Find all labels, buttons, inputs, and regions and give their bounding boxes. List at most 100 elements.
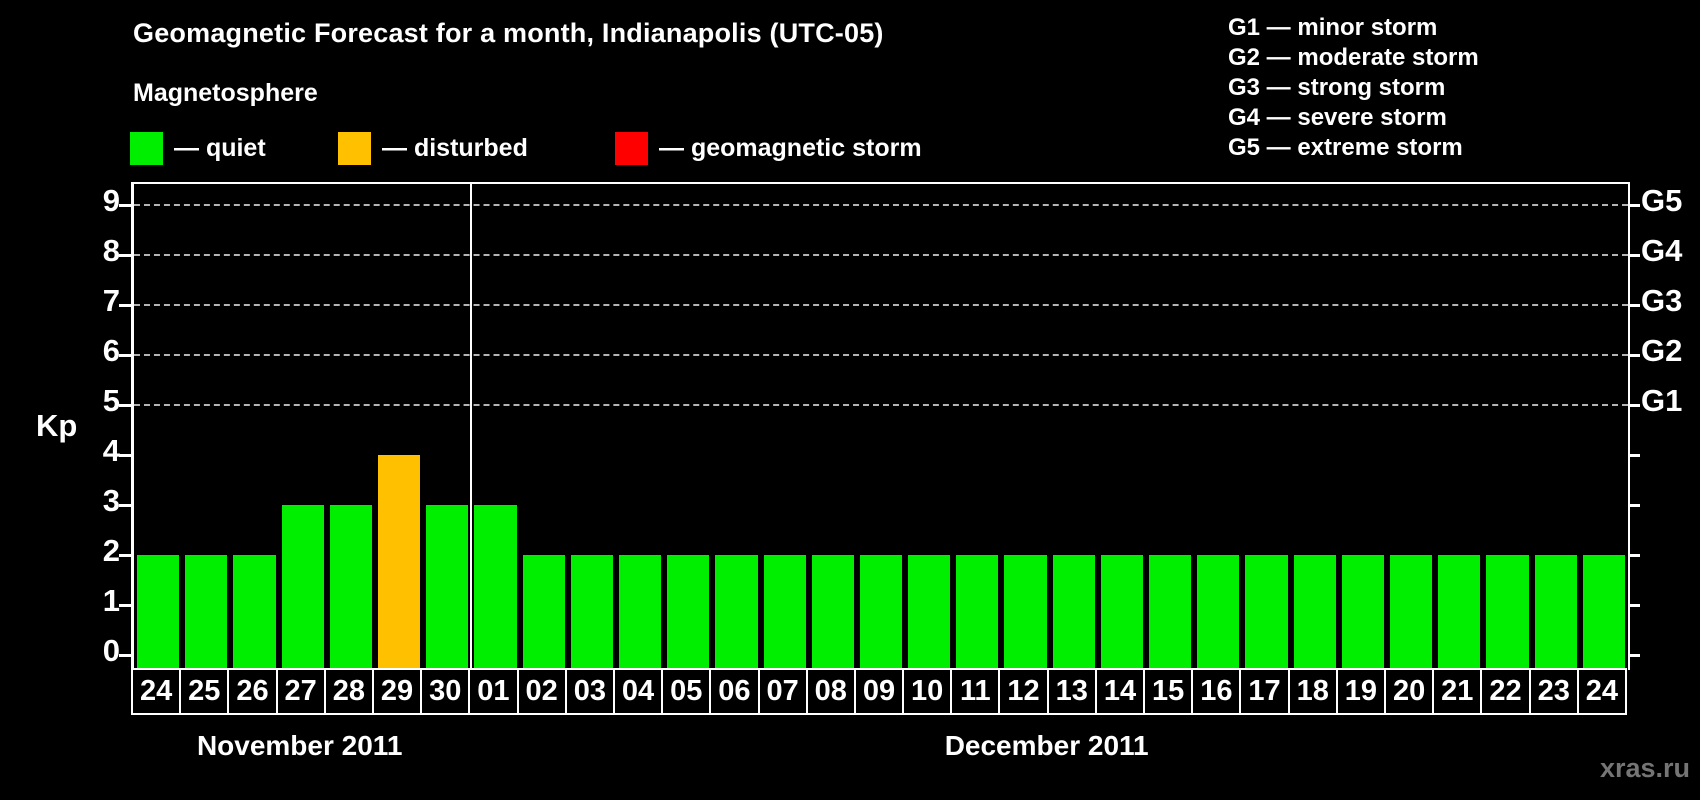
y-tick-label-1: 1 bbox=[102, 583, 120, 618]
g-level-label-g3: G3 bbox=[1641, 283, 1683, 318]
gridline-kp-6 bbox=[134, 354, 1628, 356]
kp-bar-day-12 bbox=[1004, 555, 1047, 670]
y-tick-left-6 bbox=[119, 354, 131, 357]
day-label: 06 bbox=[709, 668, 758, 715]
month-label-december-2011: December 2011 bbox=[944, 730, 1149, 761]
g-level-label-g5: G5 bbox=[1641, 183, 1683, 218]
day-label: 24 bbox=[1576, 668, 1627, 715]
y-tick-label-3: 3 bbox=[102, 483, 120, 518]
legend-swatch-quiet bbox=[130, 132, 163, 165]
day-label: 15 bbox=[1143, 668, 1192, 715]
magnetosphere-subtitle: Magnetosphere bbox=[133, 79, 318, 107]
day-label: 02 bbox=[516, 668, 565, 715]
kp-bar-day-17 bbox=[1245, 555, 1288, 670]
day-label: 30 bbox=[420, 668, 469, 715]
kp-bar-day-25 bbox=[185, 555, 228, 670]
kp-bar-day-09 bbox=[859, 555, 903, 670]
g-legend-line-3: G3 — strong storm bbox=[1228, 74, 1446, 101]
day-label: 05 bbox=[661, 668, 710, 715]
kp-bar-day-05 bbox=[667, 555, 710, 670]
y-tick-right-4 bbox=[1628, 454, 1640, 457]
g-level-label-g4: G4 bbox=[1641, 233, 1683, 268]
kp-bar-day-20 bbox=[1390, 555, 1433, 670]
legend-label-quiet: — quiet bbox=[174, 134, 266, 162]
y-tick-label-6: 6 bbox=[102, 333, 120, 368]
kp-bar-day-30 bbox=[426, 505, 469, 670]
y-tick-label-5: 5 bbox=[102, 383, 120, 418]
kp-bar-day-22 bbox=[1486, 555, 1529, 670]
legend-swatch-storm bbox=[615, 132, 648, 165]
day-label: 29 bbox=[371, 668, 421, 715]
chart-title: Geomagnetic Forecast for a month, Indian… bbox=[133, 18, 884, 48]
day-label: 04 bbox=[612, 668, 662, 715]
day-label: 07 bbox=[757, 668, 806, 715]
y-tick-right-3 bbox=[1628, 504, 1640, 507]
g-legend-line-1: G1 — minor storm bbox=[1228, 14, 1438, 41]
y-tick-right-0 bbox=[1628, 654, 1640, 657]
day-label: 26 bbox=[227, 668, 276, 715]
day-label: 17 bbox=[1239, 668, 1288, 715]
kp-bar-day-14 bbox=[1100, 555, 1144, 670]
day-label: 18 bbox=[1287, 668, 1336, 715]
kp-bar-day-02 bbox=[522, 555, 565, 670]
kp-bar-day-24 bbox=[1582, 555, 1625, 670]
day-label: 20 bbox=[1384, 668, 1433, 715]
kp-bar-day-26 bbox=[233, 555, 276, 670]
gridline-kp-8 bbox=[134, 254, 1628, 256]
y-tick-label-7: 7 bbox=[102, 283, 120, 318]
day-label: 19 bbox=[1335, 668, 1385, 715]
month-label-november-2011: November 2011 bbox=[196, 730, 403, 761]
legend-swatch-disturbed bbox=[338, 132, 371, 165]
y-tick-right-9 bbox=[1628, 204, 1640, 207]
y-tick-right-7 bbox=[1628, 304, 1640, 307]
magnetosphere-legend: — quiet — disturbed — geomagnetic storm bbox=[130, 131, 1080, 167]
watermark: xras.ru bbox=[1599, 753, 1690, 783]
y-tick-right-8 bbox=[1628, 254, 1640, 257]
y-axis-label: Kp bbox=[36, 408, 78, 443]
day-label: 13 bbox=[1046, 668, 1095, 715]
y-tick-label-2: 2 bbox=[102, 533, 120, 568]
day-label: 16 bbox=[1191, 668, 1240, 715]
plot-area bbox=[119, 182, 1640, 670]
day-label: 09 bbox=[853, 668, 903, 715]
day-label: 28 bbox=[323, 668, 372, 715]
g-legend-line-5: G5 — extreme storm bbox=[1228, 134, 1463, 161]
kp-bar-day-13 bbox=[1052, 555, 1095, 670]
kp-bar-day-16 bbox=[1197, 555, 1240, 670]
day-label: 03 bbox=[564, 668, 613, 715]
day-label: 27 bbox=[275, 668, 324, 715]
kp-bar-day-06 bbox=[715, 555, 758, 670]
day-label: 12 bbox=[998, 668, 1047, 715]
legend-label-disturbed: — disturbed bbox=[382, 134, 528, 162]
kp-bar-day-19 bbox=[1341, 555, 1385, 670]
y-tick-left-7 bbox=[119, 304, 131, 307]
month-separator bbox=[470, 184, 473, 670]
kp-bar-day-01 bbox=[474, 505, 517, 670]
day-label: 11 bbox=[950, 668, 999, 715]
day-label: 24 bbox=[131, 668, 180, 715]
y-tick-left-0 bbox=[119, 654, 131, 657]
kp-bar-day-10 bbox=[908, 555, 951, 670]
kp-bar-day-27 bbox=[281, 505, 324, 670]
kp-bar-day-15 bbox=[1149, 555, 1192, 670]
g-scale-legend: G1 — minor storm G2 — moderate storm G3 — … bbox=[1228, 13, 1479, 163]
y-tick-left-9 bbox=[119, 204, 131, 207]
y-tick-label-4: 4 bbox=[102, 433, 120, 468]
gridline-kp-7 bbox=[134, 304, 1628, 306]
y-tick-right-5 bbox=[1628, 404, 1640, 407]
y-tick-right-2 bbox=[1628, 554, 1640, 557]
day-label: 21 bbox=[1432, 668, 1481, 715]
y-tick-label-9: 9 bbox=[102, 183, 120, 218]
y-tick-label-8: 8 bbox=[102, 233, 120, 268]
kp-bar-day-21 bbox=[1438, 555, 1481, 670]
g-level-label-g2: G2 bbox=[1641, 333, 1683, 368]
y-tick-right-6 bbox=[1628, 354, 1640, 357]
legend-label-storm: — geomagnetic storm bbox=[659, 134, 922, 162]
day-label: 22 bbox=[1480, 668, 1529, 715]
day-label: 23 bbox=[1528, 668, 1577, 715]
y-tick-left-1 bbox=[119, 604, 131, 607]
y-tick-left-3 bbox=[119, 504, 131, 507]
day-label: 01 bbox=[468, 668, 517, 715]
y-tick-label-0: 0 bbox=[102, 633, 120, 668]
y-tick-left-2 bbox=[119, 554, 131, 557]
